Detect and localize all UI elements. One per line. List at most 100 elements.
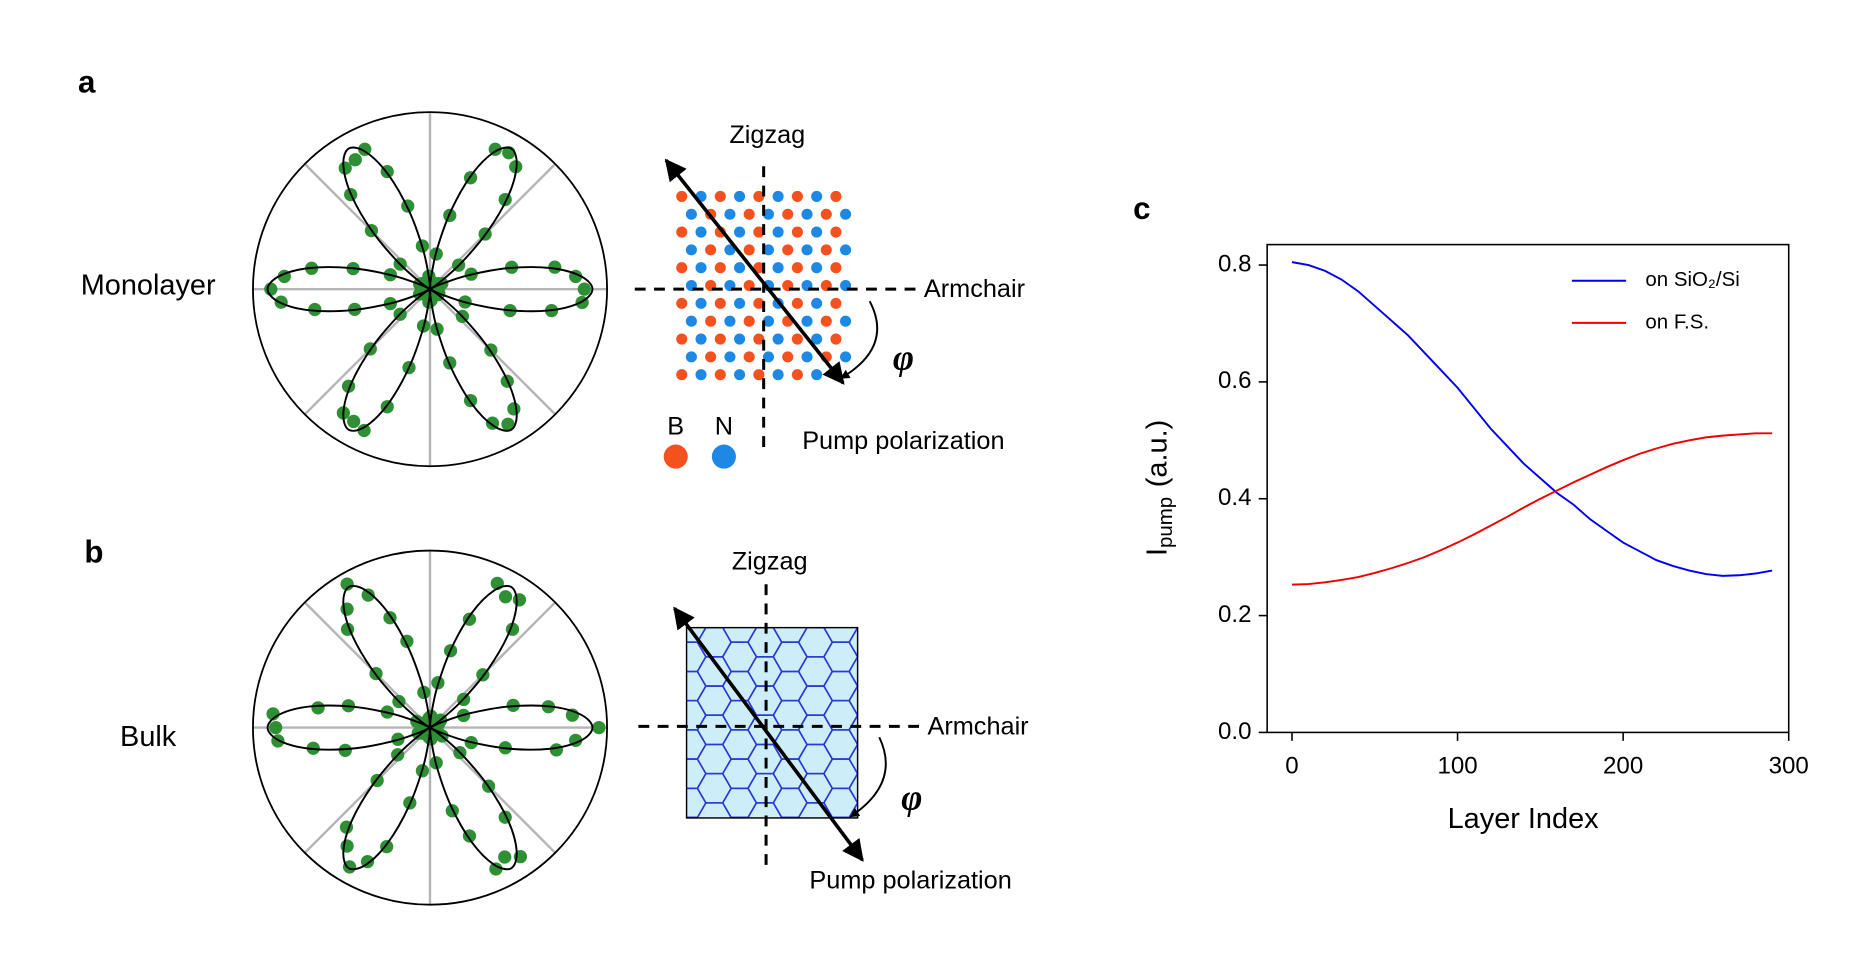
atom bbox=[791, 333, 803, 345]
atom bbox=[772, 262, 784, 274]
hexagon bbox=[647, 744, 681, 773]
atom bbox=[734, 333, 746, 345]
atom bbox=[772, 333, 784, 345]
panel-letter: a bbox=[78, 65, 96, 100]
armchair-label: Armchair bbox=[924, 275, 1025, 303]
atom bbox=[734, 190, 746, 202]
atom bbox=[772, 226, 784, 238]
hexagon bbox=[647, 628, 681, 657]
atom bbox=[791, 262, 803, 274]
atom-legend-dot bbox=[711, 444, 736, 469]
atom bbox=[811, 297, 823, 309]
atom bbox=[676, 226, 688, 238]
atom bbox=[801, 315, 813, 327]
series-line bbox=[1291, 432, 1773, 586]
atom bbox=[811, 226, 823, 238]
measured-point bbox=[592, 720, 606, 735]
atom bbox=[820, 315, 832, 327]
atom bbox=[840, 244, 852, 256]
atom-legend-label: B bbox=[667, 412, 684, 440]
atom bbox=[782, 351, 794, 363]
atom bbox=[695, 226, 707, 238]
atom bbox=[734, 262, 746, 274]
legend-label: on SiO₂/Si bbox=[1645, 268, 1739, 291]
atom bbox=[830, 226, 842, 238]
hexagon bbox=[647, 832, 681, 861]
atom bbox=[724, 208, 736, 220]
atom bbox=[830, 333, 842, 345]
measured-point bbox=[501, 417, 515, 431]
x-tick-label: 100 bbox=[1437, 753, 1477, 780]
atom bbox=[743, 315, 755, 327]
hexagon bbox=[647, 774, 681, 803]
atom bbox=[734, 369, 746, 381]
measured-point bbox=[361, 588, 375, 602]
fit-curve bbox=[266, 585, 594, 871]
hexagon bbox=[780, 816, 800, 818]
x-axis-label: Layer Index bbox=[1448, 803, 1600, 835]
pump-label: Pump polarization bbox=[809, 866, 1011, 894]
atom bbox=[782, 244, 794, 256]
panel-letter: c bbox=[1133, 191, 1150, 226]
pump-arrow bbox=[673, 606, 864, 862]
y-axis-label: Ipump (a.u.) bbox=[1141, 420, 1177, 556]
armchair-label: Armchair bbox=[927, 712, 1028, 740]
atom bbox=[695, 369, 707, 381]
hexagon bbox=[647, 715, 681, 744]
fit-curve bbox=[266, 146, 594, 432]
atom bbox=[801, 208, 813, 220]
measured-point bbox=[338, 161, 352, 175]
measured-point bbox=[348, 153, 362, 167]
atom bbox=[791, 369, 803, 381]
atom bbox=[714, 333, 726, 345]
atom-legend-label: N bbox=[715, 412, 733, 440]
hexagon bbox=[799, 832, 833, 861]
measured-point bbox=[489, 862, 503, 876]
atom bbox=[840, 208, 852, 220]
atom-legend-dot bbox=[663, 444, 688, 469]
zigzag-label: Zigzag bbox=[732, 547, 808, 575]
atom bbox=[811, 369, 823, 381]
polar-frame bbox=[252, 111, 608, 468]
x-tick-label: 200 bbox=[1603, 753, 1643, 780]
measured-point bbox=[338, 743, 352, 757]
atom bbox=[743, 208, 755, 220]
atom bbox=[695, 262, 707, 274]
measured-point bbox=[357, 423, 371, 438]
atom bbox=[791, 190, 803, 202]
x-tick-label: 300 bbox=[1769, 753, 1809, 780]
hexagon bbox=[647, 598, 681, 627]
y-axis-label-sub: pump bbox=[1155, 497, 1178, 548]
atom bbox=[676, 369, 688, 381]
hexagon bbox=[697, 832, 731, 861]
atom bbox=[820, 208, 832, 220]
atom bbox=[714, 262, 726, 274]
atom bbox=[714, 190, 726, 202]
plot-frame bbox=[1266, 243, 1790, 734]
hexagon bbox=[647, 686, 681, 715]
atom bbox=[714, 297, 726, 309]
measured-point bbox=[549, 743, 564, 757]
hexagon bbox=[647, 657, 681, 686]
y-axis-label-unit: (a.u.) bbox=[1141, 420, 1173, 487]
polar-frame bbox=[252, 549, 608, 906]
measured-point bbox=[264, 282, 278, 296]
y-tick-label: 0.6 bbox=[1218, 367, 1251, 394]
atom bbox=[734, 297, 746, 309]
measured-point bbox=[308, 302, 322, 317]
hexagon bbox=[729, 816, 750, 818]
atom bbox=[676, 190, 688, 202]
hexagon bbox=[723, 584, 757, 613]
measured-point bbox=[548, 260, 562, 274]
measured-point bbox=[311, 701, 325, 715]
angle-arc bbox=[839, 300, 879, 380]
measured-point bbox=[498, 590, 513, 604]
atom bbox=[705, 315, 717, 327]
measured-point bbox=[577, 282, 591, 296]
atom bbox=[676, 333, 688, 345]
atom bbox=[714, 369, 726, 381]
measured-point bbox=[340, 577, 354, 591]
atom bbox=[685, 351, 697, 363]
